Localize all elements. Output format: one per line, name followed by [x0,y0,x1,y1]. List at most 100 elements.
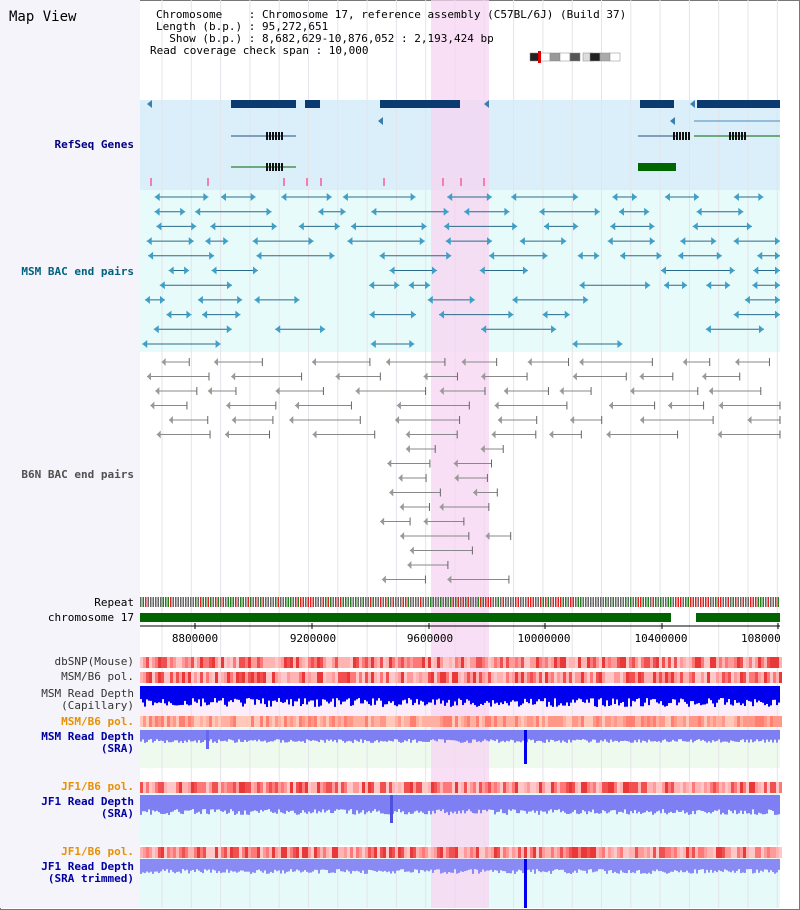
msm-depth-cap-bar [688,686,690,707]
msm-b6-pol-cell [722,716,725,727]
msm-b6-pol-cell [509,716,512,727]
jf1-depth-sra-bar [630,795,632,812]
msm-depth-cap-bar [490,686,492,707]
dbsnp-heat-cell [275,657,278,668]
jf1-depth-trim-bar [444,859,446,872]
jf1-depth-sra-bar [360,795,362,813]
msm-b6-pol-cell [233,716,236,727]
jf1-depth-trim-bar [510,859,512,874]
jf1-depth-trim-bar [744,859,746,873]
msm-depth-cap-bar [246,686,248,699]
track-label-repeat[interactable]: Repeat [94,596,134,609]
track-label-msm-read-depth-cap[interactable]: MSM Read Depth [41,687,134,700]
jf1-b6-pol-cell [218,782,221,793]
msm-bac-end [729,266,735,275]
msm-b6-pol-cell [725,716,728,727]
msm-depth-sra-bar [752,730,754,743]
dbsnp-heat-cell [671,657,674,668]
msm-depth-cap-bar [198,686,200,700]
msm-depth-cap-bar [252,686,254,700]
track-label-b6n-bac[interactable]: B6N BAC end pairs [21,468,134,481]
msm-depth-sra-bar [522,730,524,741]
msm-depth-sra-bar [284,730,286,743]
msm-b6-pol-cell [677,716,680,727]
jf1-depth-trim-bar [438,859,440,870]
track-label-jf1-b6-pol-2[interactable]: JF1/B6 pol. [61,845,134,858]
msm-bac-end [542,251,548,260]
msm-depth-cap-bar [582,686,584,702]
track-label-chromosome[interactable]: chromosome 17 [47,611,134,624]
msm-depth-cap-bar [244,686,246,704]
msm-b6-pol-cell [179,716,182,727]
jf1-b6-pol-cell [260,847,263,858]
repeat-element [270,597,272,607]
jf1-depth-trim-bar [416,859,418,870]
jf1-b6-pol-cell [272,847,275,858]
msm-depth-cap-bar [576,686,578,701]
track-label-refseq[interactable]: RefSeq Genes [54,138,134,151]
jf1-depth-sra-bar [190,795,192,810]
jf1-b6-pol-cell [686,782,689,793]
msm-b6-pol-cell [365,716,368,727]
jf1-depth-trim-bar [426,859,428,871]
msm-b6-pol-cell [173,672,176,683]
track-label-msm-b6-pol-2[interactable]: MSM/B6 pol. [61,715,134,728]
jf1-b6-pol-cell [767,847,770,858]
jf1-depth-sra-bar [430,795,432,815]
msm-bac-end [631,193,637,201]
jf1-b6-pol-cell [437,782,440,793]
jf1-depth-sra-bar [470,795,472,812]
jf1-b6-pol-cell [257,847,260,858]
jf1-depth-trim-bar [378,859,380,871]
dbsnp-heat-cell [326,657,329,668]
track-label-dbsnp[interactable]: dbSNP(Mouse) [54,655,134,668]
track-label-msm-read-depth-sra[interactable]: MSM Read Depth [41,730,134,743]
msm-depth-cap-bar [594,686,596,707]
msm-b6-pol-cell [680,672,683,683]
repeat-element [322,597,324,607]
msm-b6-pol-cell [530,716,533,727]
repeat-element [175,597,177,607]
jf1-b6-pol-cell [677,782,680,793]
jf1-b6-pol-cell [776,782,779,793]
jf1-b6-pol-cell [281,847,284,858]
msm-b6-pol-cell [236,672,239,683]
jf1-b6-pol-cell [650,847,653,858]
jf1-depth-trim-bar [516,859,518,872]
msm-b6-pol-cell [557,716,560,727]
track-label-jf1-b6-pol-1[interactable]: JF1/B6 pol. [61,780,134,793]
repeat-element [667,597,669,607]
msm-depth-sra-bar [432,730,434,740]
track-label-jf1-read-depth-trim[interactable]: JF1 Read Depth [41,860,134,873]
jf1-b6-pol-cell [764,847,767,858]
repeat-element [415,597,417,607]
jf1-b6-pol-cell [476,782,479,793]
msm-depth-sra-bar [312,730,314,741]
msm-depth-sra-bar [350,730,352,742]
track-label-msm-bac[interactable]: MSM BAC end pairs [21,265,134,278]
jf1-depth-sra-bar [250,795,252,812]
jf1-depth-trim-bar [768,859,770,873]
msm-bac-end [205,237,211,246]
msm-bac-end [184,266,190,275]
msm-depth-cap-bar [338,686,340,701]
repeat-element [665,597,667,607]
jf1-b6-pol-cell [728,782,731,793]
jf1-depth-trim-bar [150,859,152,872]
msm-depth-cap-bar [194,686,196,702]
msm-depth-sra-bar [368,730,370,742]
msm-b6-pol-cell [146,672,149,683]
b6n-bac-end [423,372,428,381]
track-label-jf1-read-depth-sra[interactable]: JF1 Read Depth [41,795,134,808]
track-label-msm-b6-pol-1[interactable]: MSM/B6 pol. [61,670,134,683]
dbsnp-heat-cell [653,657,656,668]
jf1-depth-sra-bar [748,795,750,814]
jf1-depth-trim-bar [208,859,210,870]
msm-b6-pol-cell [161,672,164,683]
jf1-depth-trim-bar [296,859,298,870]
msm-b6-pol-cell [290,672,293,683]
dbsnp-heat-cell [536,657,539,668]
msm-b6-pol-cell [416,716,419,727]
msm-depth-cap-bar [162,686,164,700]
